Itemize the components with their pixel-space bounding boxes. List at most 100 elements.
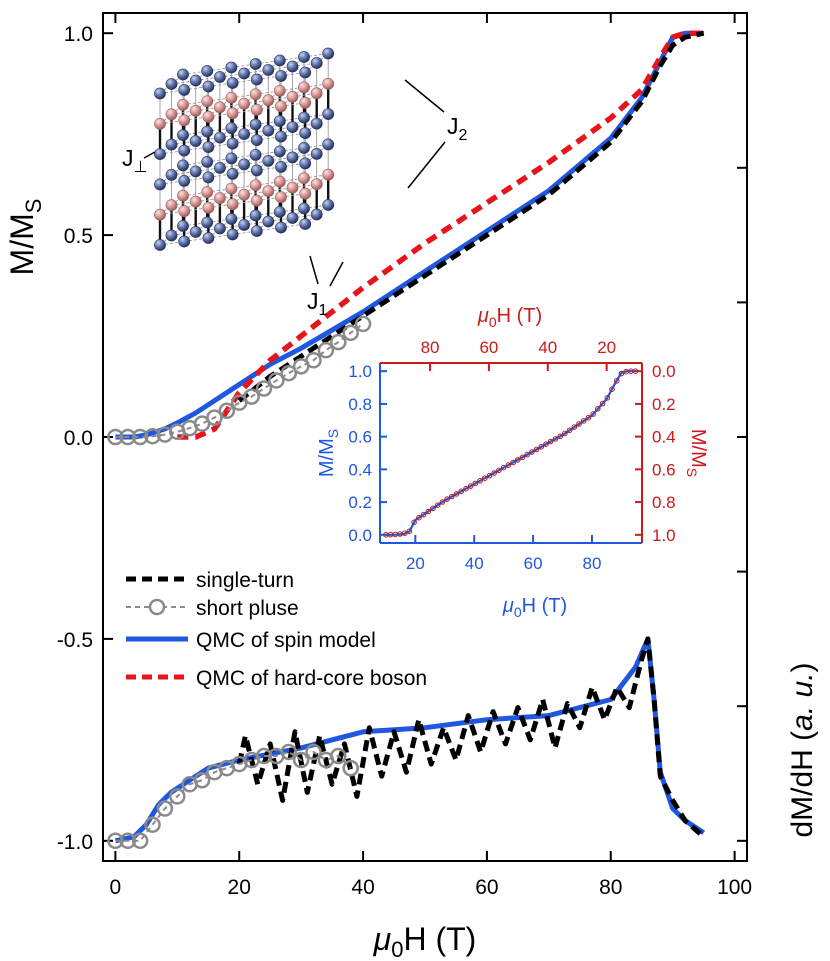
lattice-atom-blue [249,148,262,161]
lattice-atom-blue [275,70,287,82]
short-pluse-point [193,771,211,789]
lattice-atom-pink [202,201,215,214]
inset-red-point [444,496,450,502]
lattice-atom-blue [310,208,323,221]
short-pluse-point [280,364,298,382]
short-pluse-point [107,832,124,850]
lattice-atom-blue [201,216,214,229]
lattice-atom-pink [178,205,191,218]
legend-label-qmc-spin: QMC of spin model [196,629,376,652]
main-xtick-label: 40 [351,876,374,899]
lattice-atom-blue [298,202,310,215]
inset-xtick-label: 20 [406,554,425,573]
lattice-atom-blue [189,226,202,238]
series-short-pluse-m [115,323,364,438]
short-pluse-point [255,747,273,765]
inset-red-point [519,454,526,461]
lattice-atom-pink [275,191,287,204]
main-ytick-label: 0.5 [64,225,93,248]
lattice-atom-blue [225,152,238,165]
j2-pointer-lower [407,141,446,189]
inset-red-point [463,485,469,492]
lattice-atom-blue [165,229,178,242]
lattice-atom-blue [202,80,215,93]
lattice-atom-blue [201,155,214,168]
short-pluse-point [144,427,161,445]
short-pluse-point [119,832,137,850]
main-ytick-label: -1.0 [57,831,93,854]
lattice-atom-pink [177,98,189,111]
j-perp-pointer [143,151,156,159]
inset-red-point [477,478,483,484]
short-pluse-point [354,315,372,333]
lattice-atom-pink [202,110,215,123]
inset-red-point [576,421,582,427]
inset-right-ytick-label: 0.4 [652,428,676,447]
inset-xtick-label: 40 [465,554,484,573]
lattice-atom-blue [322,138,335,151]
inset-left-ylabel: M/MS [316,429,341,477]
inset-red-point [439,499,446,505]
inset-red-point [486,472,493,479]
inset-red-point [557,433,564,440]
inset-right-ytick-label: 0.6 [652,460,676,479]
short-pluse-point [119,428,137,446]
lattice-atom-pink [286,181,299,194]
short-pluse-point [317,341,335,359]
lattice-atom-blue [177,129,189,141]
main-ytick-label: -0.5 [57,629,93,652]
legend: single-turn short pluse QMC of spin mode… [126,569,427,690]
short-pluse-point [342,324,359,342]
lattice-atom-blue [262,215,275,228]
lattice-atom-pink [178,114,191,127]
inset-red-point [505,462,512,468]
inset-red-point [472,480,479,487]
lattice-atom-pink [249,88,262,101]
inset-red-point [453,491,460,497]
inset-red-point [543,441,549,448]
inset-left-ytick-label: 0.2 [348,493,372,512]
lattice-atom-blue [202,141,215,153]
lattice-atom-blue [202,232,215,244]
inset-red-point [420,511,427,518]
lattice-atom-blue [275,221,287,234]
inset-red-point [482,475,488,482]
lattice-atom-pink [154,117,166,130]
short-pluse-point [218,402,236,420]
lattice-atom-blue [238,158,250,171]
inset-red-point [524,451,531,458]
lattice-atom-blue [189,74,202,87]
short-pluse-point [131,832,149,850]
lattice-atom-pink [299,96,312,109]
lattice-atom-blue [154,148,166,160]
inset-bottom-xlabel: μ0H (T) [502,595,567,620]
lattice-atom-blue [262,64,275,76]
legend-label-qmc-boson: QMC of hard-core boson [196,667,427,690]
lattice-atom-blue [273,115,286,127]
inset-top-xtick-label: 20 [597,338,616,357]
series-single-turn-m [237,30,705,403]
inset-red-point [500,464,507,471]
lattice-atom-blue [154,178,166,191]
short-pluse-point [206,409,223,426]
main-ytick-label: 1.0 [64,23,93,46]
lattice-atom-blue [238,219,250,231]
lattice-atom-pink [298,172,310,185]
lattice-atom-blue [310,57,323,69]
inset-left-ytick-label: 0.0 [348,526,372,545]
inset-right-ytick-label: 1.0 [652,526,676,545]
lattice-atom-blue [177,68,189,81]
lattice-atom-blue [262,154,275,167]
inset-red-point [566,427,573,434]
lattice-atom-pink [273,175,286,188]
lattice-atom-blue [154,87,166,100]
series-qmc-of-hard-core-boson-m [177,30,704,440]
inset-red-point [434,502,441,509]
lattice-atom-blue [225,122,238,135]
lattice-atom-blue [250,225,263,237]
inset-red-point [430,505,436,512]
lattice-atom-pink [310,178,323,191]
lattice-atom-blue [322,199,335,211]
lattice-atom-blue [275,160,287,173]
lattice-atom-blue [165,168,178,181]
